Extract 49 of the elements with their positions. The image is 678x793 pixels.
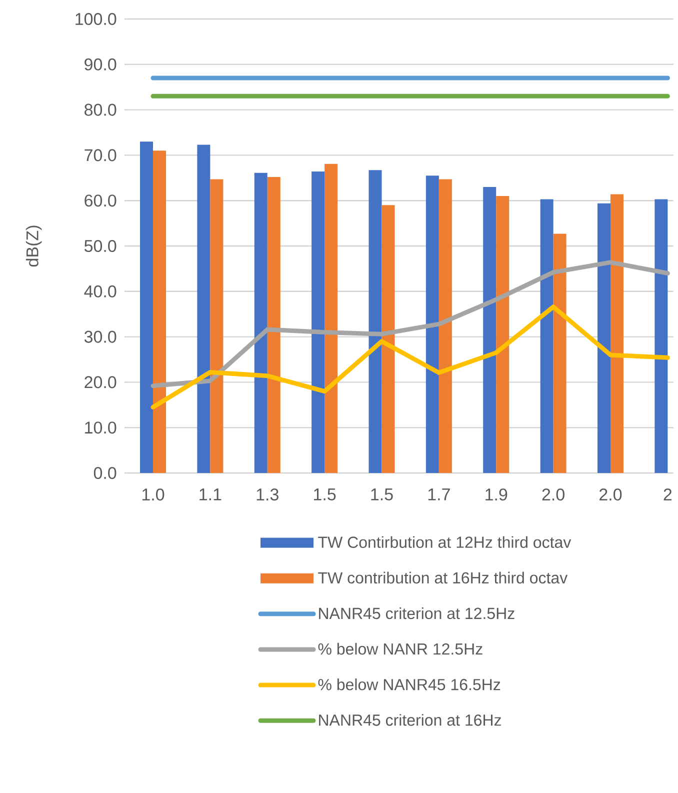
legend-label: TW contribution at 16Hz third octav bbox=[318, 572, 568, 584]
legend-label: NANR45 criterion at 12.5Hz bbox=[319, 607, 514, 620]
bar bbox=[553, 234, 566, 473]
bar bbox=[254, 172, 268, 473]
bar bbox=[438, 179, 452, 473]
bar bbox=[267, 176, 280, 473]
y-tick-label: 10.0 bbox=[85, 422, 116, 434]
bar bbox=[368, 170, 382, 473]
bar bbox=[140, 142, 153, 473]
bar bbox=[496, 196, 510, 473]
y-tick-label: 0.0 bbox=[94, 466, 116, 480]
x-tick-label: 1.1 bbox=[200, 488, 222, 500]
y-tick-label: 50.0 bbox=[84, 240, 116, 252]
legend-label: % below NANR 12.5Hz bbox=[318, 642, 482, 655]
bar bbox=[426, 176, 439, 473]
bar bbox=[597, 203, 610, 473]
line-series bbox=[150, 304, 670, 410]
bar bbox=[382, 205, 395, 473]
line-series bbox=[150, 260, 670, 388]
y-tick-label: 90.0 bbox=[84, 58, 116, 70]
x-tick-label: 1.0 bbox=[142, 488, 164, 501]
x-tick-label: 1.5 bbox=[371, 488, 393, 500]
y-tick-label: 20.0 bbox=[84, 376, 116, 388]
bar bbox=[152, 150, 166, 473]
bar bbox=[540, 199, 554, 473]
legend-label: TW Contirbution at 12Hz third octav bbox=[318, 536, 572, 548]
bar bbox=[197, 144, 210, 473]
x-tick-label: 1.3 bbox=[256, 488, 278, 501]
y-tick-label: 80.0 bbox=[84, 104, 116, 116]
y-tick-label: 70.0 bbox=[84, 149, 116, 162]
x-tick-label: 2 bbox=[664, 488, 672, 500]
bar bbox=[610, 194, 624, 473]
bar bbox=[654, 199, 668, 473]
y-tick-label: 40.0 bbox=[84, 285, 116, 298]
y-tick-label: 30.0 bbox=[84, 330, 116, 343]
legend-label: NANR45 criterion at 16Hz bbox=[319, 714, 501, 726]
legend-label: % below NANR45 16.5Hz bbox=[318, 678, 500, 690]
x-tick-label: 2.0 bbox=[600, 488, 622, 501]
x-tick-label: 1.7 bbox=[428, 488, 450, 500]
bar bbox=[483, 186, 496, 473]
y-tick-label: 60.0 bbox=[84, 194, 116, 207]
bar bbox=[324, 164, 338, 473]
y-axis-title: dB(Z) bbox=[26, 226, 42, 267]
x-tick-label: 1.5 bbox=[314, 488, 336, 500]
x-tick-label: 1.9 bbox=[486, 488, 508, 501]
bar bbox=[312, 172, 325, 473]
y-tick-label: 100.0 bbox=[76, 12, 116, 26]
x-tick-label: 2.0 bbox=[542, 488, 564, 501]
bar bbox=[210, 179, 224, 473]
